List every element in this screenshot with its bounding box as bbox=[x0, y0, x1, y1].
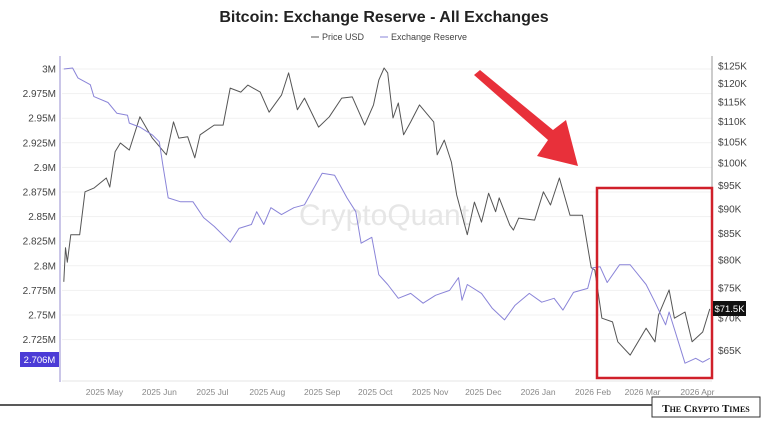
right-tick-label: $95K bbox=[718, 181, 742, 192]
highlight-box bbox=[595, 186, 714, 380]
chart-title: Bitcoin: Exchange Reserve - All Exchange… bbox=[219, 9, 548, 26]
right-tick-label: $110K bbox=[718, 117, 747, 128]
right-current-value: $71.5K bbox=[714, 304, 745, 315]
x-tick-label: 2025 Aug bbox=[249, 387, 285, 397]
right-tick-label: $105K bbox=[718, 137, 747, 148]
left-tick-label: 2.925M bbox=[23, 138, 56, 149]
left-tick-label: 2.875M bbox=[23, 188, 56, 199]
left-tick-label: 2.95M bbox=[28, 114, 56, 125]
x-tick-label: 2025 Dec bbox=[465, 387, 502, 397]
left-tick-label: 3M bbox=[42, 65, 56, 76]
x-tick-label: 2026 Feb bbox=[575, 387, 611, 397]
left-current-value-badge: 2.706M bbox=[20, 352, 59, 367]
right-tick-label: $80K bbox=[718, 256, 742, 267]
left-tick-label: 2.725M bbox=[23, 335, 56, 346]
x-tick-label: 2025 May bbox=[86, 387, 124, 397]
price-usd-line bbox=[63, 67, 711, 356]
right-current-value-badge: $71.5K bbox=[713, 301, 746, 316]
left-tick-label: 2.775M bbox=[23, 286, 56, 297]
x-tick-label: 2026 Mar bbox=[625, 387, 661, 397]
x-tick-label: 2025 Jul bbox=[196, 387, 228, 397]
right-tick-label: $90K bbox=[718, 204, 742, 215]
right-tick-label: $100K bbox=[718, 159, 747, 170]
right-tick-label: $65K bbox=[718, 346, 742, 357]
x-tick-label: 2025 Nov bbox=[412, 387, 449, 397]
x-tick-label: 2025 Sep bbox=[304, 387, 341, 397]
left-tick-label: 2.75M bbox=[28, 311, 56, 322]
right-tick-label: $85K bbox=[718, 229, 742, 240]
exchange-reserve-line bbox=[63, 67, 711, 364]
crypto-times-logo: The Crypto Times bbox=[651, 396, 761, 418]
right-tick-label: $115K bbox=[718, 98, 747, 109]
red-arrow-icon bbox=[474, 70, 578, 166]
left-tick-label: 2.9M bbox=[34, 163, 56, 174]
left-tick-label: 2.8M bbox=[34, 261, 56, 272]
x-tick-label: 2026 Jan bbox=[521, 387, 556, 397]
right-axis-ticks: $125K $120K $115K $110K $105K $100K $95K $90K $8… bbox=[718, 61, 747, 356]
series-lines bbox=[63, 67, 711, 364]
x-tick-label: 2025 Oct bbox=[358, 387, 393, 397]
right-tick-label: $75K bbox=[718, 284, 742, 295]
logo-text: The Crypto Times bbox=[662, 403, 750, 415]
left-tick-label: 2.975M bbox=[23, 89, 56, 100]
right-tick-label: $120K bbox=[718, 79, 747, 90]
left-tick-label: 2.85M bbox=[28, 212, 56, 223]
legend-price[interactable]: Price USD bbox=[322, 32, 365, 42]
watermark: CryptoQuant bbox=[299, 199, 470, 232]
left-current-value: 2.706M bbox=[24, 355, 56, 366]
left-tick-label: 2.825M bbox=[23, 237, 56, 248]
legend-reserve[interactable]: Exchange Reserve bbox=[391, 32, 467, 42]
right-tick-label: $125K bbox=[718, 61, 747, 72]
right-tick-label: $70K bbox=[718, 314, 742, 325]
x-tick-label: 2025 Jun bbox=[142, 387, 177, 397]
gridlines bbox=[62, 68, 712, 341]
left-axis-ticks: 3M 2.975M 2.95M 2.925M 2.9M 2.875M 2.85M 2.825M… bbox=[23, 65, 56, 347]
legend: Price USD Exchange Reserve bbox=[311, 32, 467, 42]
x-tick-label: 2026 Apr bbox=[680, 387, 714, 397]
x-axis-ticks: 2025 May 2025 Jun 2025 Jul 2025 Aug 2025 Sep… bbox=[86, 387, 715, 397]
